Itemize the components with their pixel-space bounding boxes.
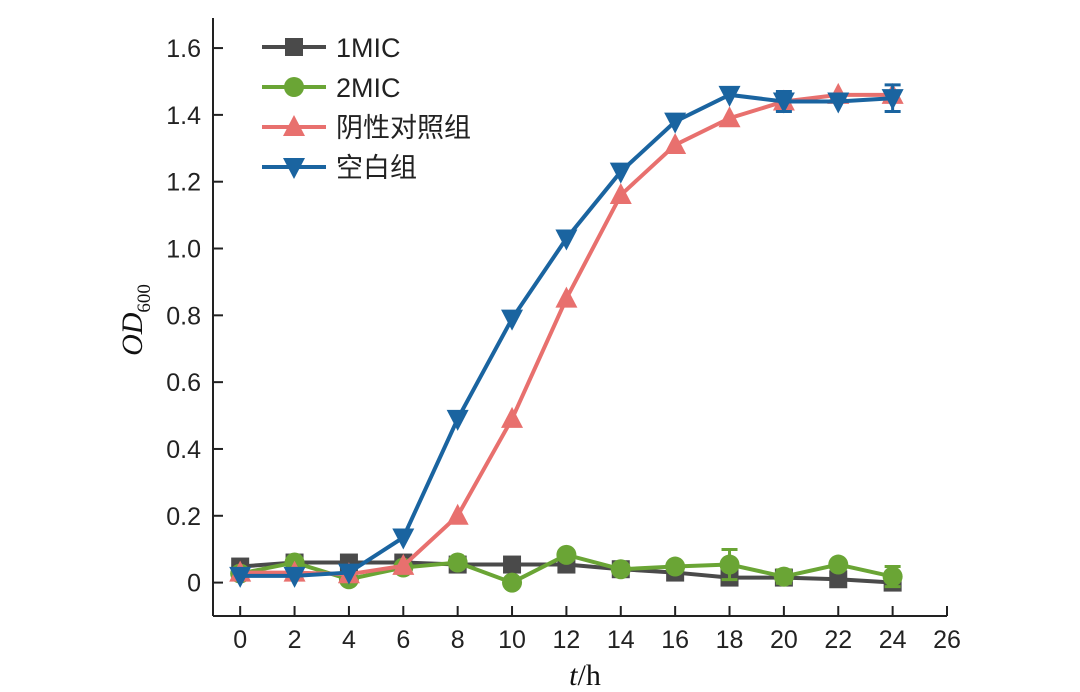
- circle-marker: [719, 554, 740, 575]
- x-tick-label: 22: [824, 626, 852, 654]
- x-tick-label: 20: [770, 626, 798, 654]
- triangle-up-marker: [446, 503, 469, 525]
- triangle-down-marker: [337, 563, 360, 585]
- circle-marker: [828, 554, 849, 575]
- x-tick-label: 8: [451, 626, 465, 654]
- y-axis-label: OD600: [116, 284, 155, 356]
- x-axis-label: t/h: [569, 659, 601, 692]
- x-tick-label: 2: [288, 626, 302, 654]
- x-tick-label: 4: [342, 626, 356, 654]
- circle-marker: [610, 559, 631, 580]
- circle-marker: [665, 556, 686, 577]
- series-triangle-down: [229, 83, 904, 588]
- circle-marker: [502, 572, 523, 593]
- x-tick-label: 12: [553, 626, 581, 654]
- triangle-down-marker: [283, 566, 306, 588]
- triangle-down-marker: [718, 85, 741, 107]
- y-tick-label: 0.6: [166, 369, 201, 397]
- x-tick-label: 26: [933, 626, 961, 654]
- triangle-up-marker: [555, 286, 578, 308]
- circle-marker: [447, 552, 468, 573]
- triangle-up-marker: [664, 132, 687, 154]
- triangle-down-marker: [501, 309, 524, 331]
- y-tick-label: 0.2: [166, 503, 201, 531]
- legend-item: 2MIC: [262, 73, 401, 103]
- triangle-up-marker: [392, 553, 415, 575]
- triangle-up-marker: [609, 183, 632, 205]
- series-triangle-up: [229, 82, 904, 584]
- legend-item: 空白组: [262, 153, 417, 183]
- y-tick-label: 1.0: [166, 236, 201, 264]
- circle-marker: [773, 566, 794, 587]
- legend-item: 1MIC: [262, 33, 401, 63]
- y-tick-label: 0.8: [166, 302, 201, 330]
- series-layer: [229, 82, 904, 593]
- triangle-down-marker: [609, 162, 632, 184]
- x-tick-label: 18: [716, 626, 744, 654]
- triangle-down-marker: [392, 528, 415, 550]
- triangle-down-marker: [827, 92, 850, 114]
- x-tick-label: 14: [607, 626, 635, 654]
- x-tick-label: 24: [879, 626, 907, 654]
- x-tick-label: 10: [498, 626, 526, 654]
- legend-label: 空白组: [336, 153, 417, 183]
- axes: 0 2 4 6 8 10 12 14 16 18 20 22 24 2600.20.40.60.81.01…: [166, 18, 961, 654]
- circle-marker: [882, 566, 903, 587]
- legend-label: 1MIC: [336, 33, 401, 63]
- triangle-down-marker: [881, 89, 904, 111]
- triangle-down-marker: [772, 92, 795, 114]
- x-tick-label: 16: [661, 626, 689, 654]
- x-tick-label: 6: [396, 626, 410, 654]
- triangle-up-marker: [718, 106, 741, 128]
- y-tick-label: 0.4: [166, 436, 201, 464]
- legend-label: 阴性对照组: [336, 113, 471, 143]
- triangle-down-marker: [446, 409, 469, 431]
- triangle-down-marker: [229, 566, 252, 588]
- triangle-up-marker: [283, 115, 305, 136]
- square-marker: [829, 570, 848, 589]
- y-tick-label: 0: [187, 570, 201, 598]
- triangle-down-marker: [283, 158, 305, 179]
- triangle-down-marker: [555, 229, 578, 251]
- square-marker: [503, 555, 522, 574]
- triangle-down-marker: [664, 112, 687, 134]
- circle-marker: [556, 544, 577, 565]
- legend-label: 2MIC: [336, 73, 401, 103]
- triangle-up-marker: [501, 406, 524, 428]
- circle-marker: [284, 77, 304, 97]
- y-tick-label: 1.2: [166, 169, 201, 197]
- legend-item: 阴性对照组: [262, 113, 471, 143]
- y-tick-label: 1.4: [166, 102, 201, 130]
- x-tick-label: 0: [233, 626, 247, 654]
- square-marker: [285, 38, 303, 56]
- y-tick-label: 1.6: [166, 35, 201, 63]
